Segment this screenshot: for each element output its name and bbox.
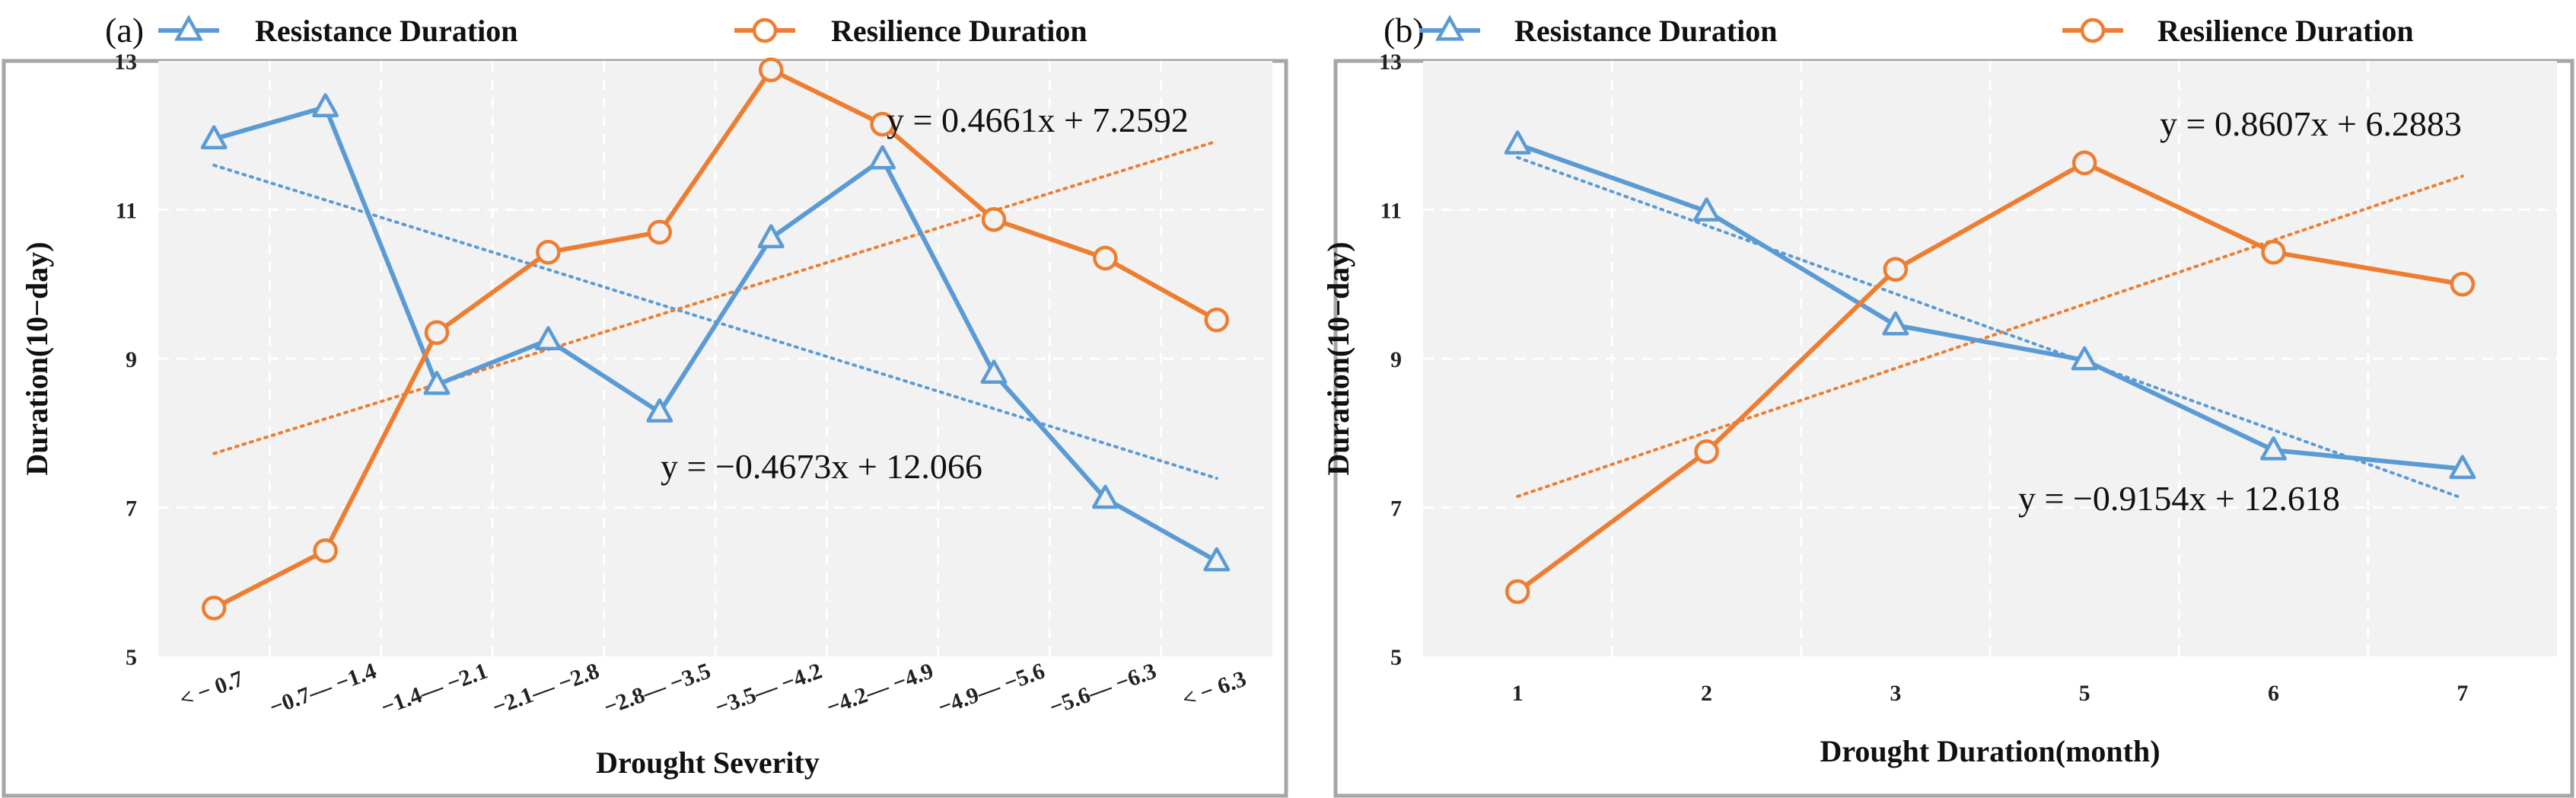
data-point (1694, 439, 1719, 464)
data-point (313, 538, 338, 563)
legend-item: Resistance Duration (158, 14, 518, 48)
data-point (869, 145, 896, 170)
x-axis-title: Drought Duration(month) (1820, 734, 2160, 768)
series-resilience (201, 57, 1230, 621)
legend-marker (1434, 14, 1465, 41)
x-tick-label: 7 (2457, 681, 2468, 706)
y-axis-title: Duration(10−day) (1321, 241, 1355, 475)
data-point (1505, 579, 1530, 605)
data-point (2071, 346, 2098, 371)
data-point (1882, 311, 1909, 336)
x-tick-label: 1 (1512, 681, 1524, 706)
data-point (981, 206, 1007, 232)
y-tick-label: 11 (1380, 199, 1402, 224)
data-point (647, 219, 673, 245)
legend-marker (2080, 18, 2106, 43)
data-point (423, 370, 451, 395)
y-tick-label: 5 (1390, 645, 1402, 670)
data-point (201, 595, 227, 621)
trendline-equation-resilience: y = 0.4661x + 7.2592 (887, 101, 1189, 139)
x-tick-label: 6 (2268, 681, 2279, 706)
data-point (2071, 150, 2097, 176)
data-point (2449, 455, 2476, 480)
legend-item: Resilience Duration (2062, 14, 2414, 48)
y-tick-label: 9 (1390, 347, 1402, 372)
y-tick-label: 11 (116, 199, 137, 224)
data-point (534, 326, 562, 351)
y-tick-label: 7 (1390, 496, 1402, 522)
y-tick-label: 7 (126, 496, 137, 522)
y-tick-labels: 5 7 9 11 13 (114, 49, 137, 670)
trendline-resilience (1516, 174, 2464, 498)
series-resistance (200, 93, 1231, 572)
y-axis-title: Duration(10−day) (20, 241, 54, 475)
legend-label: Resilience Duration (2157, 14, 2414, 48)
trendline-resilience (212, 139, 1218, 455)
x-tick-label: 5 (2079, 681, 2090, 706)
y-tick-label: 13 (114, 49, 137, 75)
data-point (1693, 197, 1720, 222)
legend-label: Resilience Duration (831, 14, 1087, 48)
data-point (757, 224, 785, 249)
trendline-equation-resilience: y = 0.8607x + 6.2883 (2160, 104, 2462, 143)
series-line (1516, 160, 2463, 594)
panel-label: (b) (1384, 11, 1425, 49)
trendline-equation-resistance: y = −0.4673x + 12.066 (661, 447, 982, 486)
legend-item: Resistance Duration (1419, 14, 1778, 48)
data-point (2260, 436, 2287, 461)
data-point (2261, 239, 2286, 265)
legend: Resistance Duration Resilience Duration (158, 14, 1087, 48)
chart-panel-b: 5 7 9 11 13 1 2 3 5 6 7 Drought Duration(month) Dura… (1321, 11, 2574, 798)
data-point (312, 93, 339, 118)
legend: Resistance Duration Resilience Duration (1419, 14, 2414, 48)
legend-item: Resilience Duration (734, 14, 1087, 48)
x-axis-title: Drought Severity (596, 745, 820, 780)
y-tick-label: 5 (126, 645, 137, 670)
x-tick-label: 2 (1701, 681, 1712, 706)
legend-label: Resistance Duration (1514, 14, 1778, 48)
y-tick-labels: 5 7 9 11 13 (1379, 49, 1402, 670)
series-line (213, 104, 1218, 563)
data-point (1883, 257, 1909, 282)
data-point (1203, 547, 1231, 572)
legend-marker (174, 14, 204, 41)
data-point (1093, 245, 1118, 271)
series-resistance (1504, 130, 2476, 480)
series-line (212, 67, 1218, 611)
data-point (758, 57, 784, 82)
data-point (980, 359, 1008, 384)
trendline-resistance (1516, 155, 2464, 500)
legend-label: Resistance Duration (255, 14, 518, 48)
x-tick-labels: 1 2 3 5 6 7 (1512, 681, 2469, 706)
series-line (1517, 142, 2463, 471)
data-point (870, 111, 895, 137)
y-tick-label: 9 (126, 347, 137, 372)
y-tick-label: 13 (1379, 49, 1402, 75)
data-point (1091, 484, 1119, 509)
gridlines (1423, 61, 2557, 656)
data-point (200, 125, 228, 150)
x-tick-label: 3 (1890, 681, 1901, 706)
data-point (646, 398, 673, 423)
data-point (424, 320, 450, 346)
data-point (1204, 307, 1230, 333)
panel-label: (a) (105, 11, 144, 49)
legend-marker (752, 18, 778, 43)
data-point (1504, 130, 1531, 155)
data-point (2450, 272, 2476, 297)
series-resilience (1505, 150, 2476, 605)
trendline-equation-resistance: y = −0.9154x + 12.618 (2018, 479, 2340, 518)
data-point (536, 239, 561, 265)
